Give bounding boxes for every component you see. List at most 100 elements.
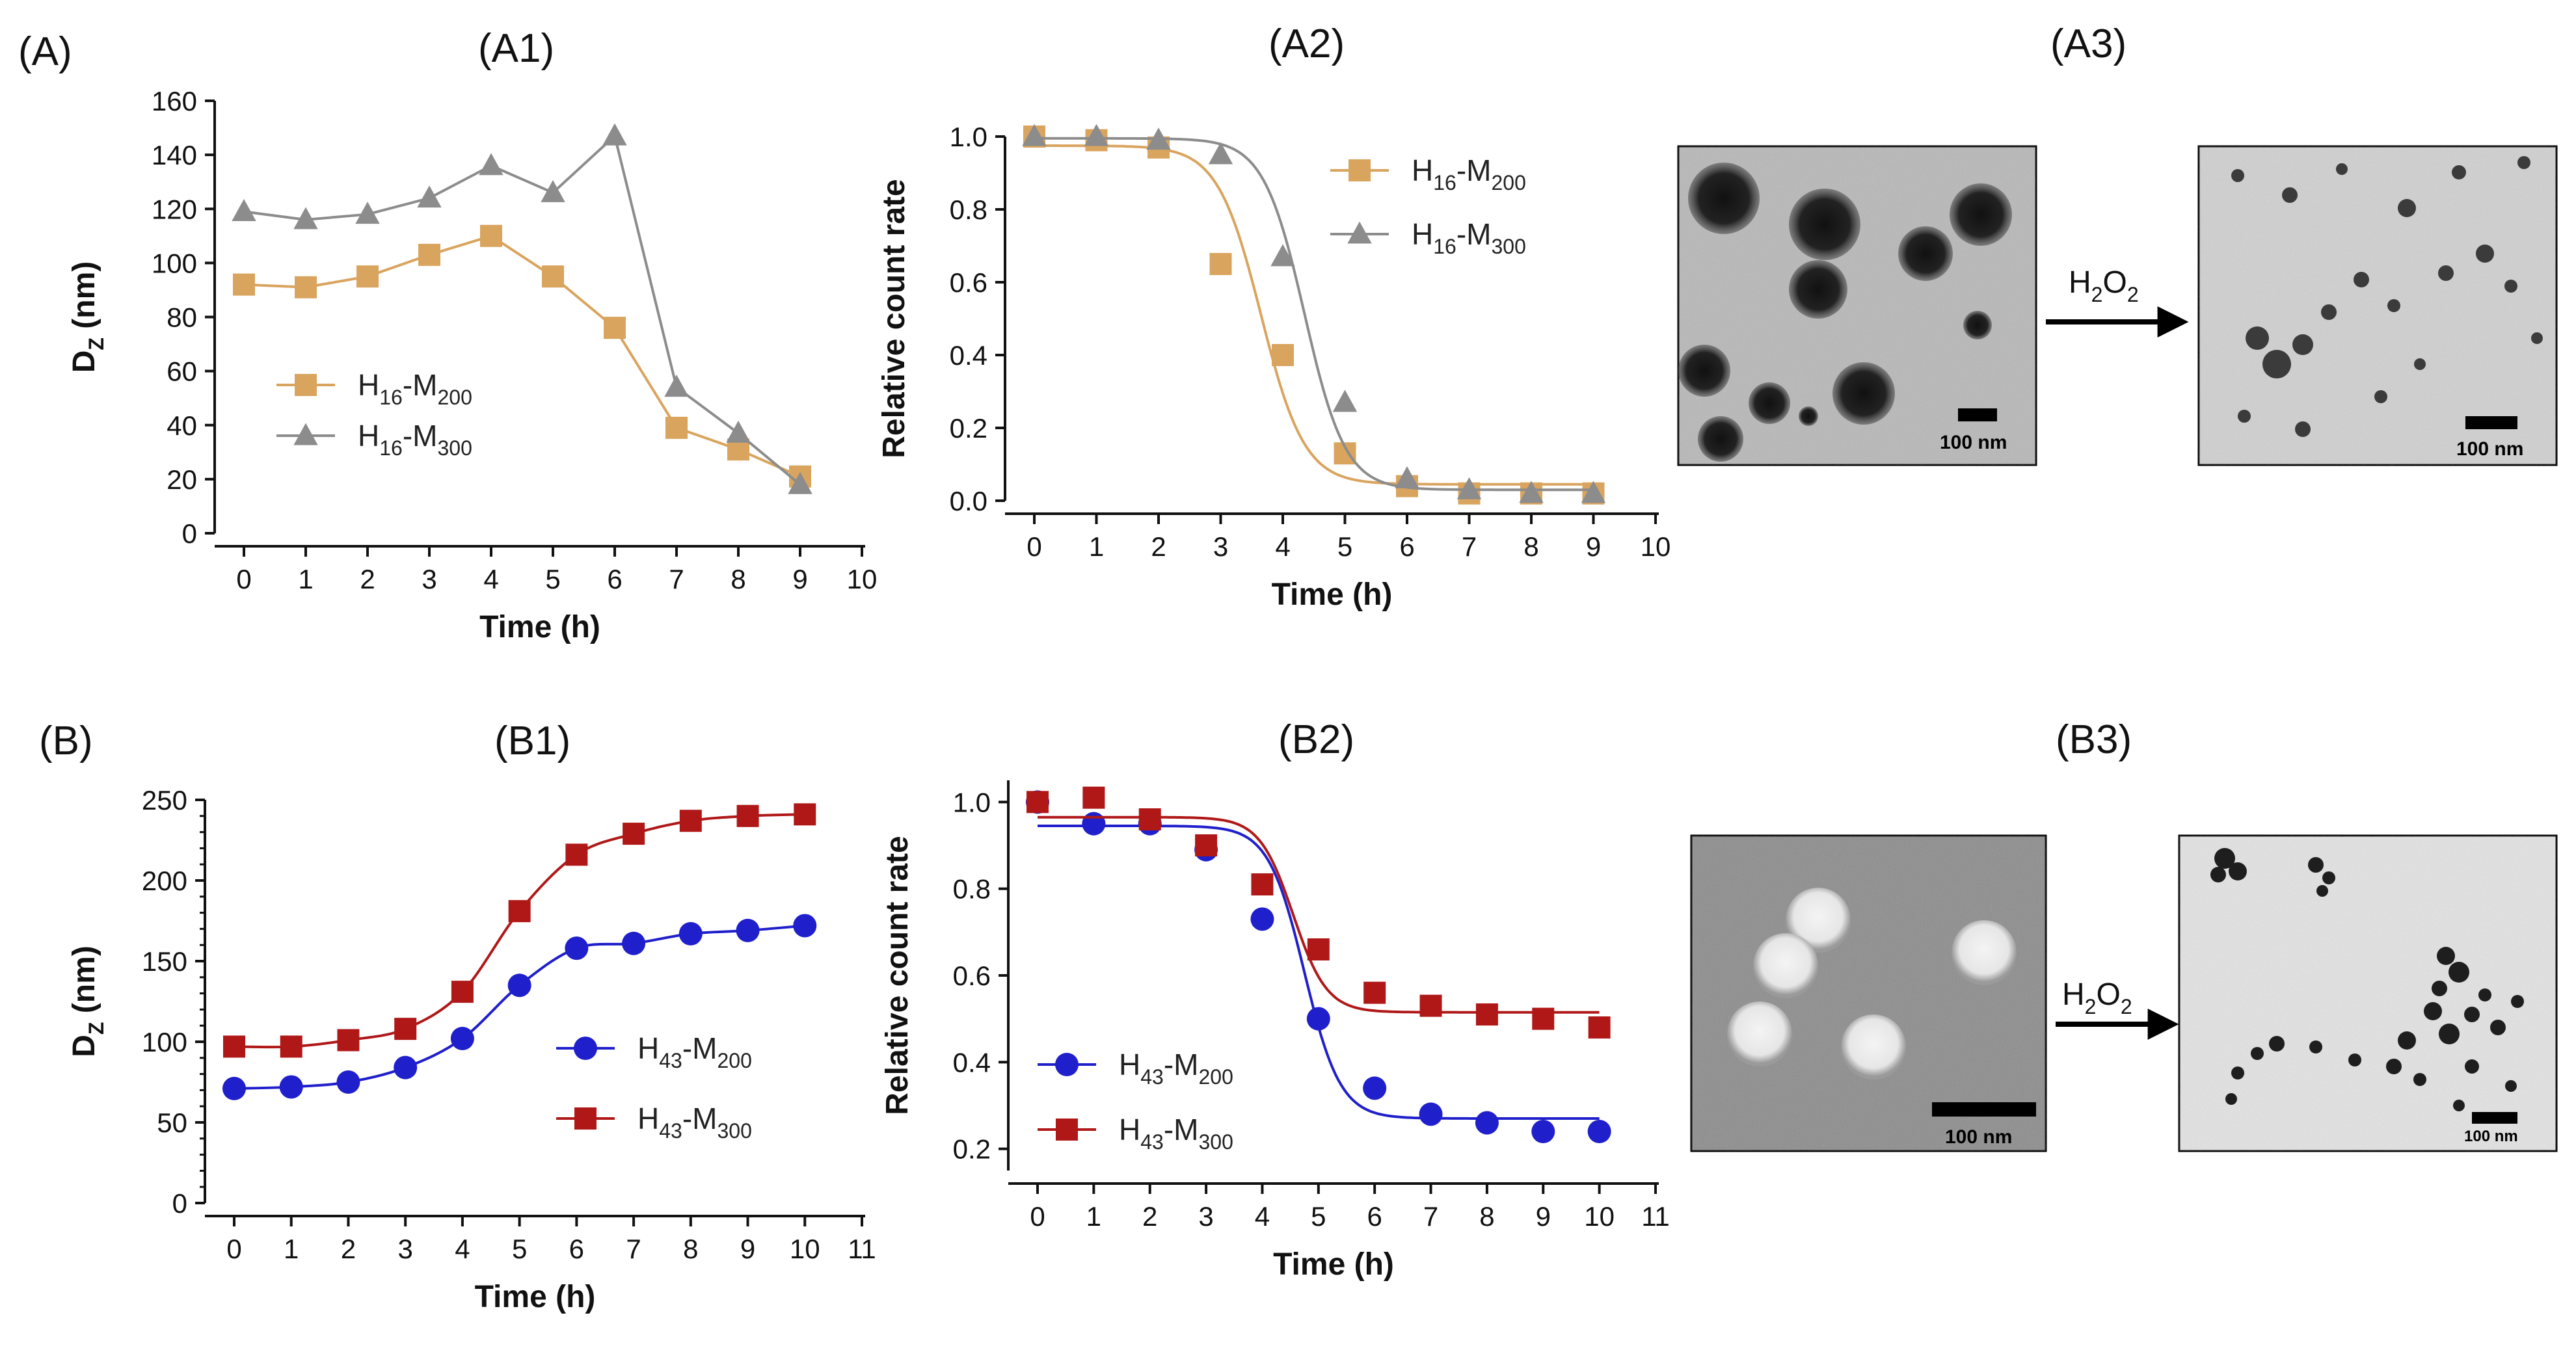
legend-entry: H43-M300 <box>556 1102 752 1143</box>
data-point <box>451 981 474 1003</box>
series-h16-m200 <box>233 224 811 488</box>
data-point <box>1195 834 1218 856</box>
x-tick-label: 8 <box>1523 531 1538 562</box>
data-point <box>1138 808 1161 830</box>
chart-b2: 0.2 0.4 0.6 0.8 1.0 0 1 2 3 4 5 6 7 8 9 10 11 Time (h) Rel… <box>880 780 1670 1282</box>
y-tick-label: 0.2 <box>950 413 987 443</box>
scale-bar <box>1932 1102 2036 1117</box>
data-point <box>1272 344 1294 366</box>
y-tick-label: 0 <box>182 518 197 549</box>
data-point <box>1082 786 1105 809</box>
y-tick-label: 0.8 <box>953 874 991 905</box>
y-tick-label: 250 <box>142 785 187 815</box>
data-point <box>1581 481 1606 503</box>
fit-curve <box>1034 144 1594 486</box>
data-point <box>1307 938 1330 960</box>
x-tick-label: 11 <box>848 1234 876 1264</box>
series-line <box>243 234 801 478</box>
data-point <box>1332 390 1358 412</box>
panel-label-B: (B) <box>39 719 93 763</box>
x-tick-label: 5 <box>1311 1201 1326 1232</box>
panel-label-B2: (B2) <box>1278 717 1354 762</box>
h2o2-arrow-b: H2O2 <box>2056 977 2179 1040</box>
data-point <box>1270 244 1295 267</box>
panel-label-A1: (A1) <box>478 26 554 71</box>
y-tick-label: 100 <box>142 1027 187 1057</box>
x-tick-label: 0 <box>1030 1201 1045 1232</box>
x-tick-label: 7 <box>626 1234 641 1264</box>
y-tick-label: 0.0 <box>950 486 987 516</box>
y-tick-label: 0 <box>172 1188 187 1219</box>
data-point <box>793 914 817 938</box>
y-tick-label: 20 <box>167 464 197 495</box>
y-tick-label: 200 <box>142 866 187 896</box>
h2o2-arrow-a: H2O2 <box>2046 265 2189 338</box>
data-point <box>223 1035 245 1058</box>
data-point <box>1146 127 1171 150</box>
data-point <box>565 843 588 866</box>
legend-marker <box>1347 221 1372 244</box>
legend-marker <box>1348 159 1371 181</box>
data-point <box>604 317 626 339</box>
x-tick-label: 9 <box>1586 531 1601 562</box>
y-tick-label: 0.4 <box>953 1047 991 1078</box>
legend-label: H16-M300 <box>358 419 472 460</box>
data-point <box>1419 994 1442 1017</box>
data-point <box>788 471 812 494</box>
legend-marker <box>1055 1053 1079 1076</box>
legend-label: H16-M300 <box>1412 217 1526 258</box>
x-tick-label: 7 <box>1462 531 1477 562</box>
x-tick-label: 6 <box>607 564 622 594</box>
data-point <box>1532 1007 1555 1030</box>
data-point <box>1531 1120 1555 1143</box>
data-point <box>542 265 564 288</box>
panel-label-A3: (A3) <box>2050 21 2127 66</box>
x-tick-label: 8 <box>683 1234 698 1264</box>
panel-label-A2: (A2) <box>1268 21 1345 66</box>
chart-b1: 0 50 100 150 200 250 0 1 2 3 4 5 6 7 8 9 10 11 Time (h) DZ … <box>67 785 876 1314</box>
x-tick-label: 4 <box>455 1234 470 1264</box>
y-axis-label: Relative count rate <box>880 836 915 1115</box>
y-tick-label: 50 <box>157 1107 187 1138</box>
y-tick-label: 150 <box>142 946 187 977</box>
data-point <box>279 1075 303 1099</box>
y-tick-label: 0.8 <box>950 194 987 225</box>
data-point <box>602 123 627 146</box>
data-point <box>679 810 702 832</box>
x-tick-label: 2 <box>341 1234 356 1264</box>
x-axis-label: Time (h) <box>479 610 600 644</box>
x-tick-label: 8 <box>731 564 745 594</box>
data-point <box>295 276 317 298</box>
y-tick-label: 0.6 <box>950 267 987 298</box>
data-point <box>356 265 379 288</box>
legend-entry: H16-M300 <box>1330 217 1526 258</box>
legend-entry: H16-M200 <box>1330 153 1526 194</box>
x-tick-label: 1 <box>1086 1201 1101 1232</box>
arrow-label: H2O2 <box>2069 265 2139 306</box>
x-tick-label: 6 <box>569 1234 584 1264</box>
x-tick-label: 6 <box>1367 1201 1382 1232</box>
x-tick-label: 0 <box>236 564 251 594</box>
y-tick-label: 60 <box>167 356 197 387</box>
x-tick-label: 3 <box>398 1234 413 1264</box>
x-tick-label: 1 <box>1089 531 1104 562</box>
data-point <box>1084 124 1109 146</box>
data-point <box>1475 1111 1499 1135</box>
x-tick-label: 1 <box>298 564 313 594</box>
x-tick-label: 3 <box>1213 531 1228 562</box>
data-point <box>1363 1076 1387 1100</box>
series-h16-m300 <box>1022 124 1606 503</box>
series-h43-m300 <box>1026 786 1611 1039</box>
scale-label: 100 nm <box>1945 1126 2012 1148</box>
legend-marker <box>1056 1118 1078 1141</box>
x-axis-label: Time (h) <box>475 1280 596 1314</box>
data-point <box>1363 981 1386 1004</box>
x-axis-label: Time (h) <box>1273 1247 1394 1282</box>
y-tick-label: 100 <box>152 248 197 278</box>
data-point <box>480 224 502 247</box>
data-point <box>337 1029 360 1052</box>
legend-label: H16-M200 <box>1412 153 1526 194</box>
fit-curve <box>1034 137 1594 492</box>
data-point <box>664 375 689 397</box>
